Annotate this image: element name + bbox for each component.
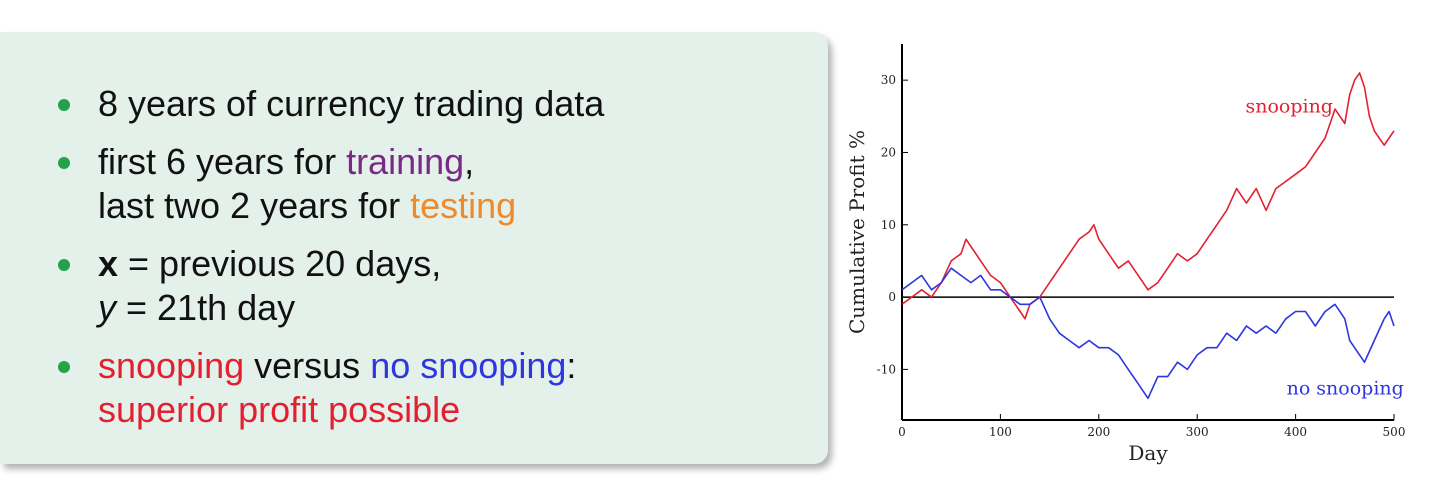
snooping-series-line [901,72,1395,320]
bullet-panel: 8 years of currency trading data first 6… [0,32,828,464]
bullet-dot-icon [58,157,70,169]
text-segment: = previous 20 days, [118,243,442,284]
x-tick-label: 200 [1087,425,1110,439]
bullet-list: 8 years of currency trading data first 6… [52,82,604,446]
y-tick-label: 20 [881,145,896,159]
bullet-line: last two 2 years for testing [98,184,604,228]
bullet-line: x = previous 20 days, [98,242,604,286]
training-word: training [346,141,465,182]
profit-chart: 0 100 200 300 400 500 -10 0 10 20 30 Day Cumulativ… [845,44,1406,465]
y-tick-label: 10 [881,218,896,232]
snooping-series-label: snooping [1245,96,1333,118]
text-segment: versus [244,345,371,386]
y-symbol: y [98,287,116,328]
x-tick-label: 300 [1186,425,1209,439]
x-axis-label: Day [1128,441,1168,465]
x-tick-label: 100 [989,425,1012,439]
x-tick-label: 400 [1284,425,1307,439]
superior-profit-text: superior profit possible [98,389,461,430]
no-snooping-word: no snooping [370,345,567,386]
y-tick-label: 0 [888,290,896,304]
snooping-word: snooping [98,345,245,386]
bullet-dot-icon [58,99,70,111]
chart-ticks: 0 100 200 300 400 500 -10 0 10 20 30 [877,73,1406,439]
bullet-line: first 6 years for training, [98,140,604,184]
testing-word: testing [410,185,517,226]
y-tick-label: -10 [877,362,896,376]
x-symbol: x [98,243,119,284]
x-tick-label: 500 [1383,425,1406,439]
bullet-dot-icon [58,361,70,373]
text-segment: last two 2 years for [98,185,411,226]
bullet-item-snooping: snooping versus no snooping: superior pr… [52,344,604,432]
bullet-item-features: x = previous 20 days, y = 21th day [52,242,604,330]
text-segment: : [566,345,577,386]
text-segment: = 21th day [116,287,296,328]
bullet-line: snooping versus no snooping: [98,344,604,388]
y-tick-label: 30 [881,73,896,87]
no-snooping-series-label: no snooping [1287,378,1404,400]
text-segment: first 6 years for [98,141,347,182]
chart-lines [901,72,1395,400]
bullet-text: 8 years of currency trading data [98,83,605,124]
bullet-item-split: first 6 years for training, last two 2 y… [52,140,604,228]
no-snooping-series-line [901,267,1395,400]
y-axis-label: Cumulative Profit % [845,130,869,334]
x-tick-label: 0 [898,425,906,439]
bullet-dot-icon [58,259,70,271]
text-segment: , [464,141,475,182]
bullet-item-data: 8 years of currency trading data [52,82,604,126]
bullet-line: y = 21th day [98,286,604,330]
chart-axes [901,44,1394,421]
